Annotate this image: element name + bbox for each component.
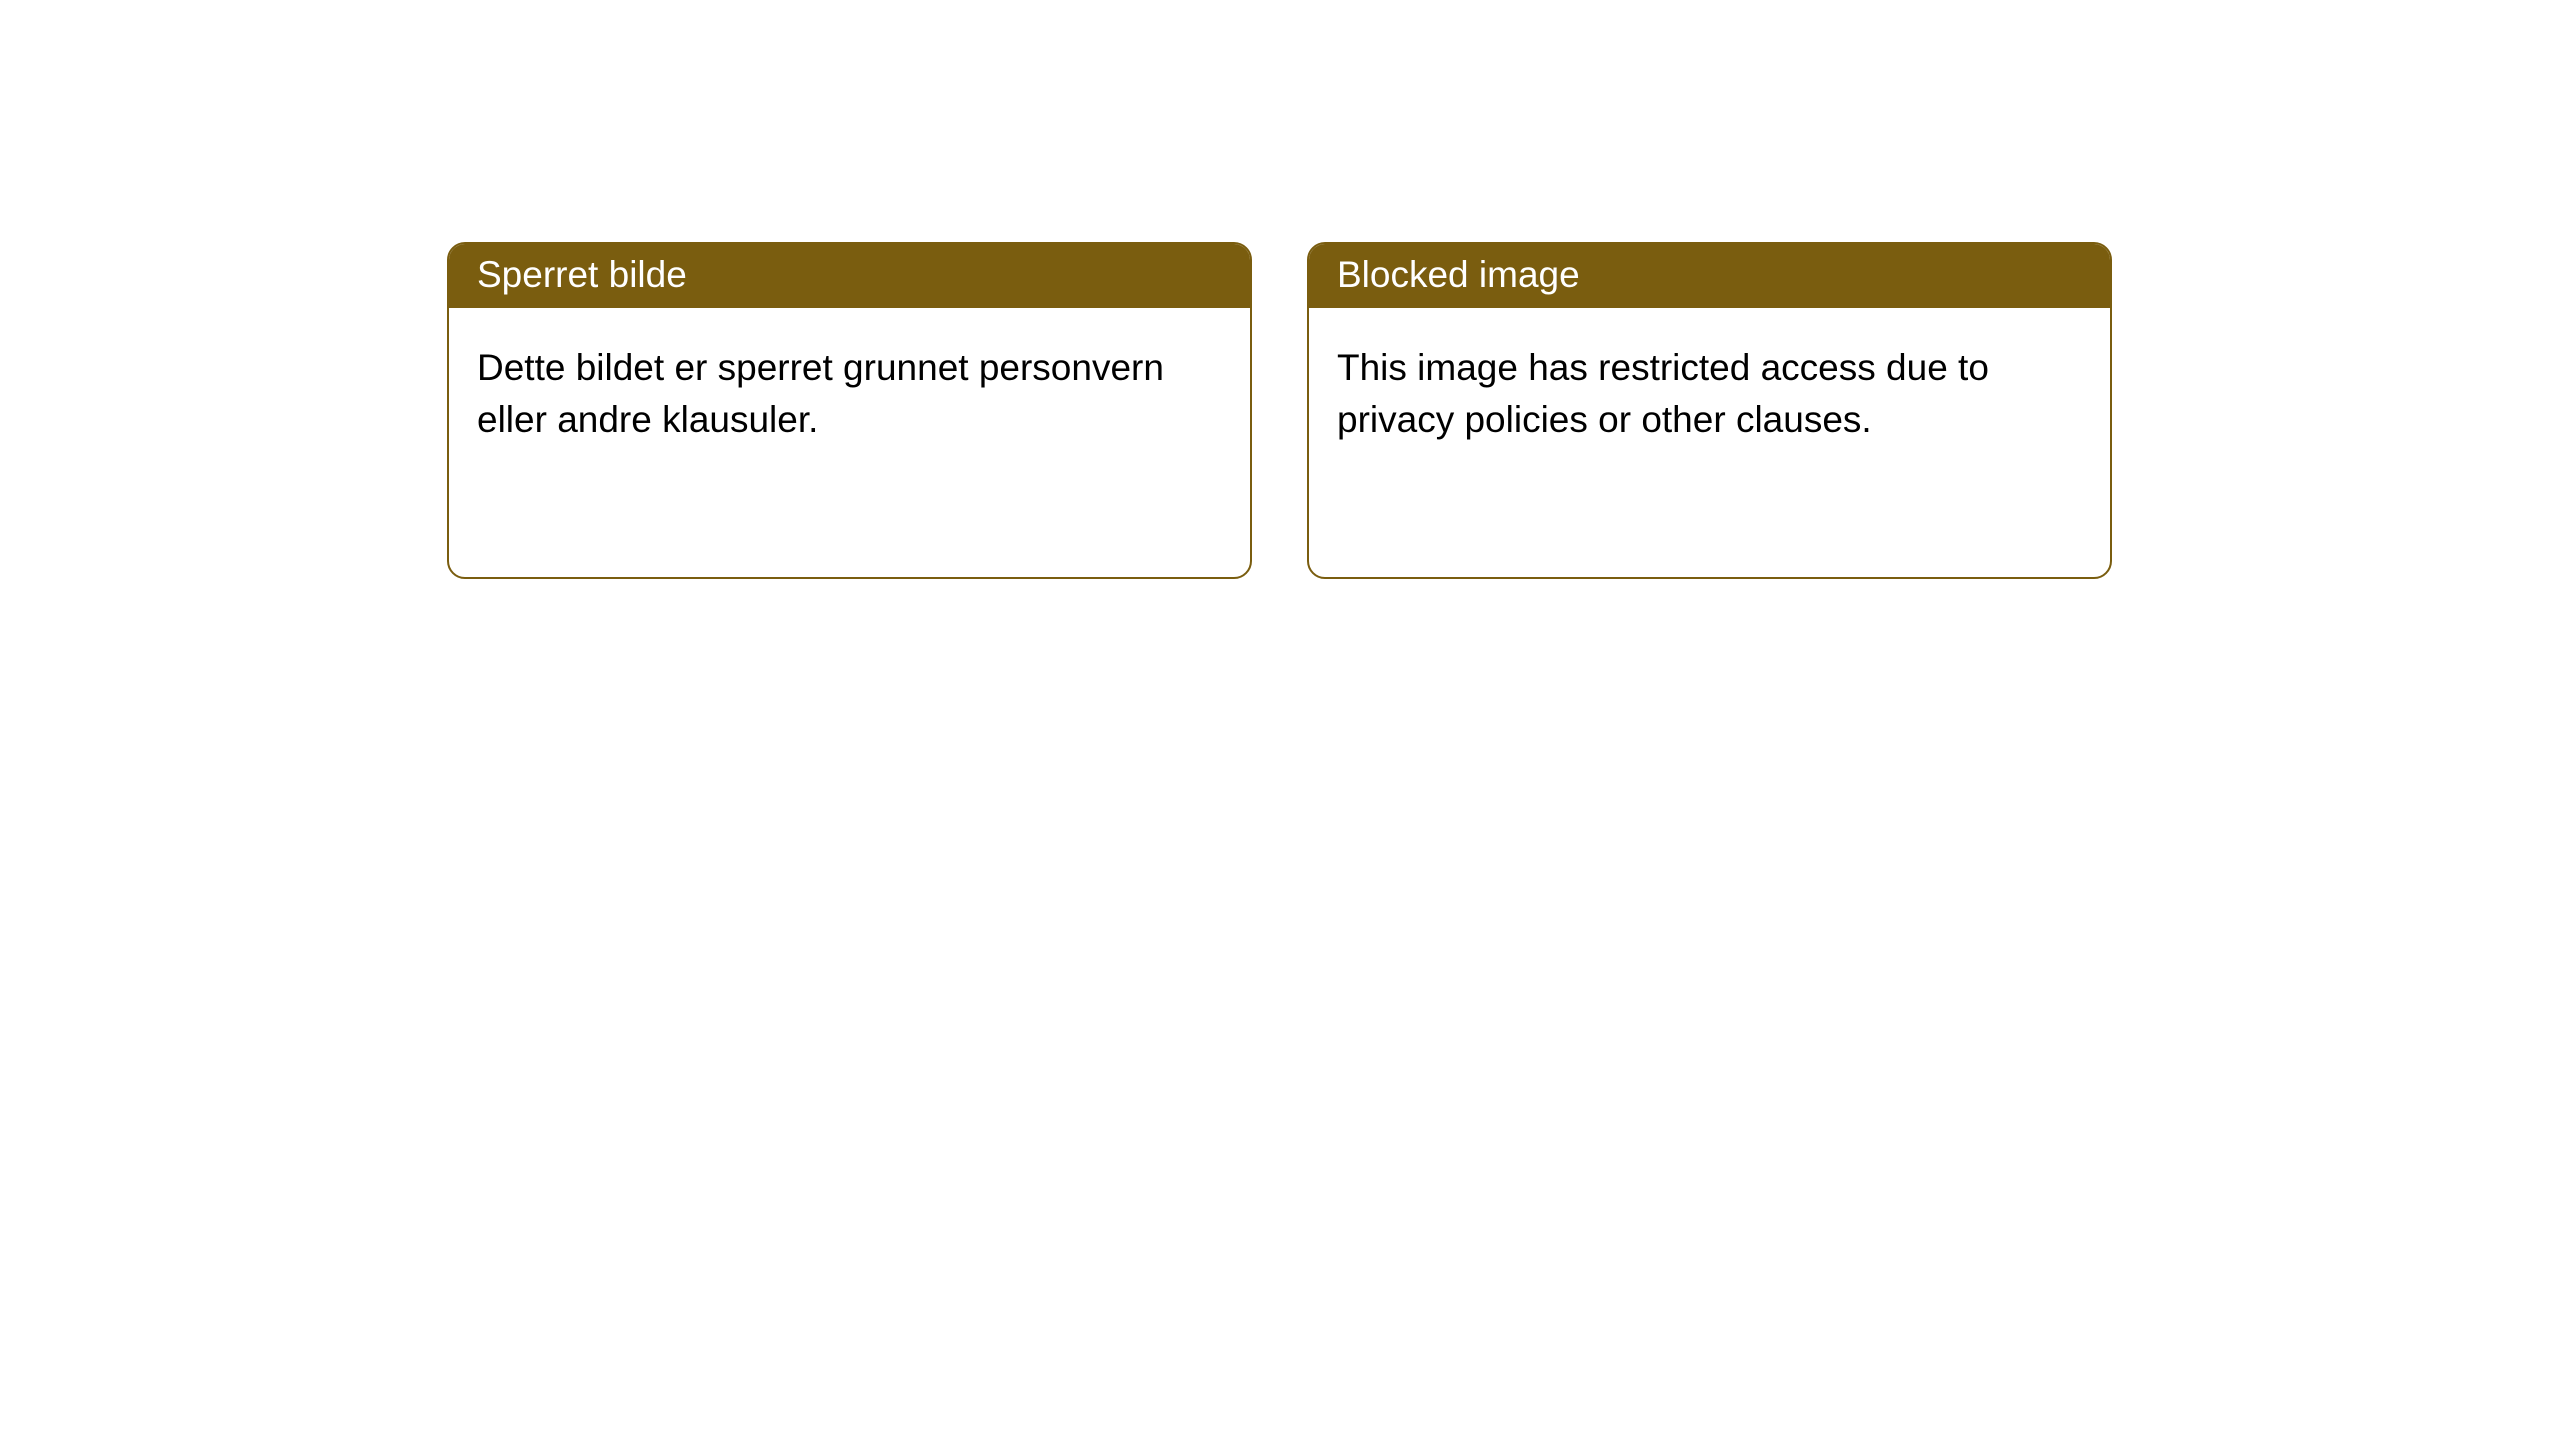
card-title: Blocked image xyxy=(1309,244,2110,308)
blocked-image-card-no: Sperret bilde Dette bildet er sperret gr… xyxy=(447,242,1252,579)
card-body-text: This image has restricted access due to … xyxy=(1309,308,2110,480)
card-body-text: Dette bildet er sperret grunnet personve… xyxy=(449,308,1250,480)
notice-cards-container: Sperret bilde Dette bildet er sperret gr… xyxy=(447,242,2112,579)
blocked-image-card-en: Blocked image This image has restricted … xyxy=(1307,242,2112,579)
card-title: Sperret bilde xyxy=(449,244,1250,308)
